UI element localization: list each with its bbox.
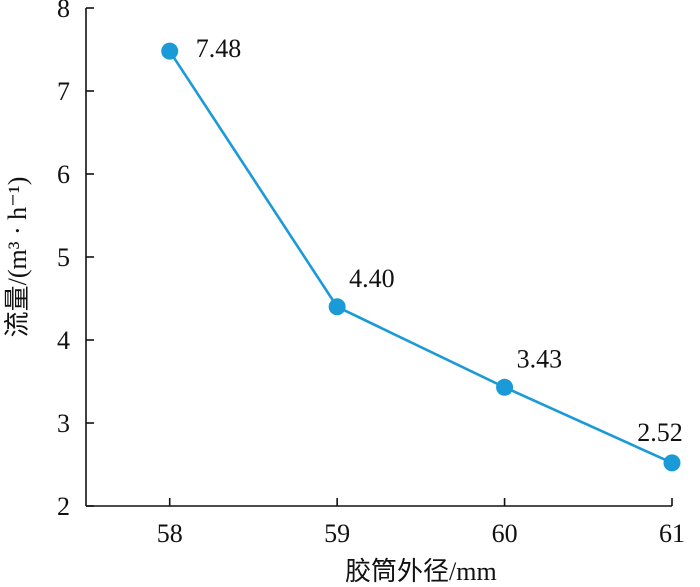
y-ticks: 2 3 4 5 6 7 8 (57, 0, 94, 521)
x-tick-label: 61 (659, 519, 685, 548)
x-axis-title: 胶筒外径/mm (345, 557, 497, 586)
data-point (161, 42, 179, 60)
y-tick-label: 6 (57, 160, 70, 189)
y-tick-label: 2 (57, 492, 70, 521)
x-axis: 58 59 60 61 (86, 498, 685, 548)
y-axis-title: 流量/(m³ · h⁻¹) (3, 177, 32, 338)
y-tick-label: 4 (57, 326, 70, 355)
data-label: 4.40 (349, 264, 395, 293)
x-tick-label: 60 (492, 519, 518, 548)
data-label: 7.48 (196, 34, 242, 63)
data-point (328, 298, 346, 316)
y-tick-label: 7 (57, 77, 70, 106)
data-label: 3.43 (517, 344, 563, 373)
x-tick-label: 58 (157, 519, 183, 548)
y-tick-label: 8 (57, 0, 70, 23)
series-line (168, 50, 673, 465)
series-layer (161, 42, 681, 472)
y-tick-label: 3 (57, 409, 70, 438)
x-ticks: 58 59 60 61 (157, 498, 685, 548)
data-point (663, 454, 681, 472)
data-labels: 7.48 4.40 3.43 2.52 (196, 34, 683, 447)
y-axis: 2 3 4 5 6 7 8 (57, 0, 94, 521)
x-tick-label: 59 (324, 519, 350, 548)
data-point (496, 378, 514, 396)
y-tick-label: 5 (57, 243, 70, 272)
data-label: 2.52 (637, 418, 683, 447)
